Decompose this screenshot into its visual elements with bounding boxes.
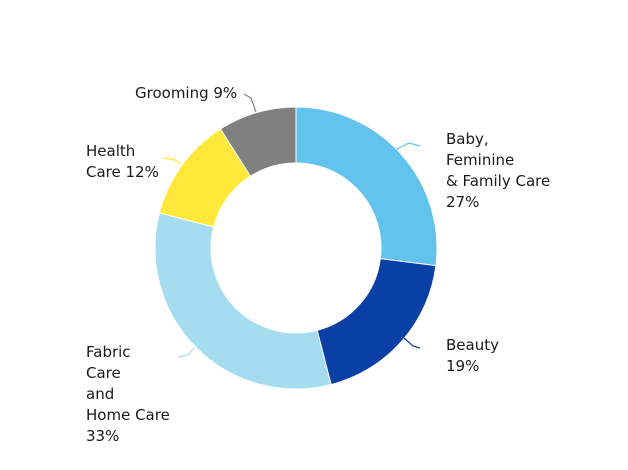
label-beauty: Beauty 19%: [446, 336, 499, 375]
label-baby-feminine-family-care: Baby, Feminine & Family Care 27%: [446, 130, 550, 211]
label-line: Grooming 9%: [135, 84, 237, 102]
label-grooming: Grooming 9%: [135, 84, 237, 102]
slice-baby-feminine-family-care: [295, 106, 438, 267]
leader-fabric-care-and-home-care: [177, 347, 195, 358]
label-line: and: [86, 385, 114, 403]
label-line: Baby,: [446, 130, 489, 148]
label-fabric-care-and-home-care: Fabric Care and Home Care 33%: [86, 343, 170, 445]
label-line: Feminine: [446, 151, 514, 169]
label-line: 19%: [446, 357, 479, 375]
leader-lines: [163, 93, 421, 358]
leader-health-care: [163, 157, 182, 165]
label-line: & Family Care: [446, 172, 550, 190]
label-line: Care 12%: [86, 163, 159, 181]
label-line: Care: [86, 364, 121, 382]
slice-fabric-care-and-home-care: [154, 212, 332, 390]
slice-beauty: [316, 258, 437, 386]
leader-grooming: [243, 93, 257, 113]
leader-baby-feminine-family-care: [394, 142, 421, 151]
label-line: 27%: [446, 193, 479, 211]
label-line: Beauty: [446, 336, 499, 354]
label-line: Home Care: [86, 406, 170, 424]
slice-grooming: [219, 106, 297, 177]
slice-labels: Baby, Feminine & Family Care 27% Beauty 19% Fa…: [86, 84, 550, 445]
donut-slices: [154, 106, 438, 390]
label-line: Health: [86, 142, 135, 160]
label-line: Fabric: [86, 343, 131, 361]
label-health-care: Health Care 12%: [86, 142, 159, 181]
label-line: 33%: [86, 427, 119, 445]
leader-beauty: [403, 337, 421, 349]
